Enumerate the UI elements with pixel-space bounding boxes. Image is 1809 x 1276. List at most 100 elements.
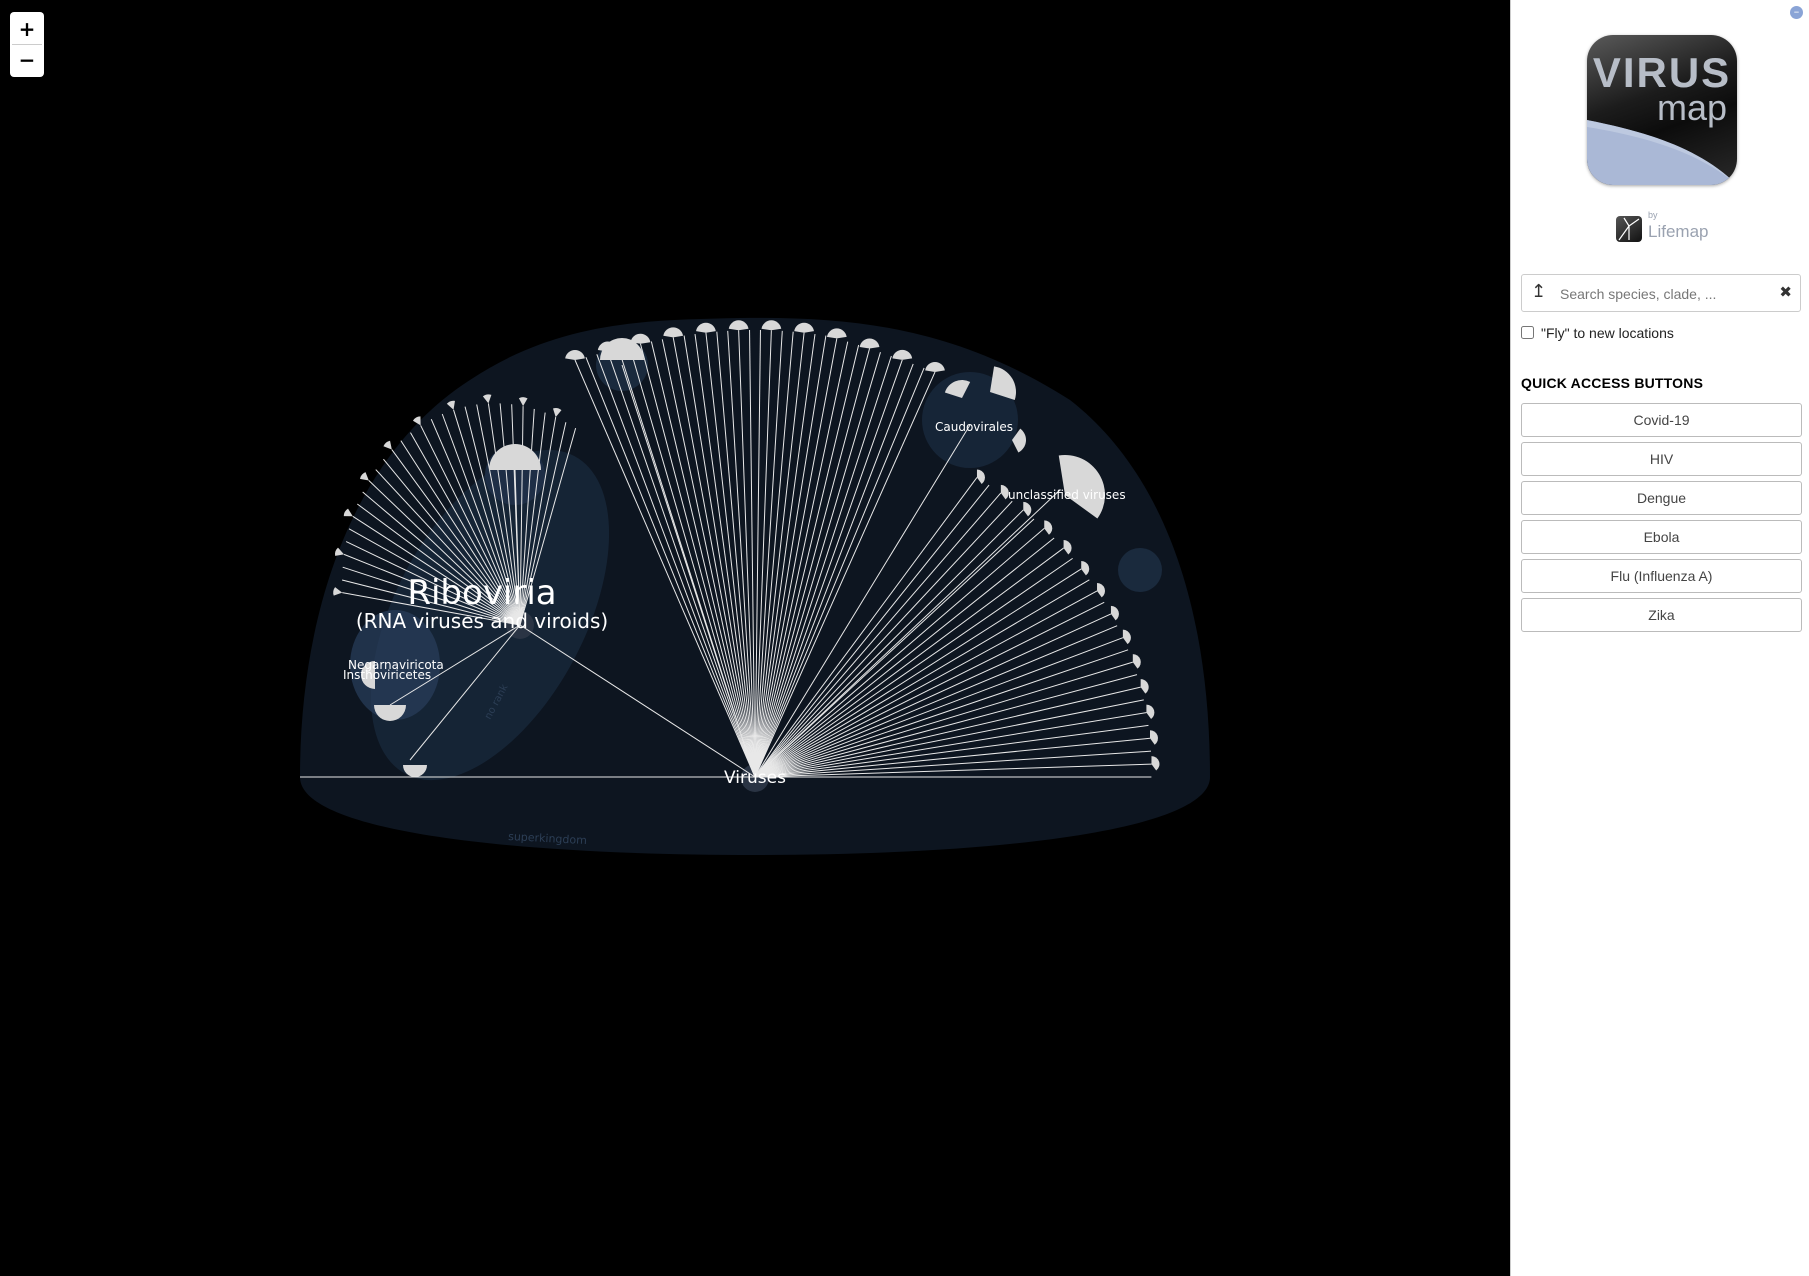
viruses-root-label: Viruses	[724, 768, 786, 788]
tree-branch	[519, 422, 567, 626]
caudovirales-label: Caudovirales	[935, 420, 1013, 434]
tree-branch	[519, 406, 524, 626]
tree-branch	[754, 359, 903, 778]
tree-branch	[754, 344, 860, 778]
tree-branch	[596, 354, 756, 778]
caudovirales-clade-area	[922, 372, 1018, 468]
quick-access-button[interactable]: Flu (Influenza A)	[1521, 559, 1802, 593]
tree-branch	[585, 356, 756, 778]
tree-branch	[476, 404, 521, 626]
quick-access-button[interactable]: Covid-19	[1521, 403, 1802, 437]
tree-branch	[754, 547, 1064, 778]
tree-branch	[754, 424, 971, 778]
tree-branch	[621, 364, 756, 778]
leaf-fan	[359, 472, 369, 481]
tree-branch	[754, 341, 849, 778]
tree-branch	[754, 724, 1149, 778]
tree-branch	[754, 568, 1082, 778]
tree-branch	[650, 341, 756, 778]
tree-branch	[754, 500, 1013, 778]
tree-branch	[754, 750, 1152, 778]
zoom-in-button[interactable]: +	[18, 17, 36, 41]
leaf-fan	[1081, 560, 1090, 576]
tree-branch	[754, 699, 1144, 778]
tree-branch	[749, 330, 756, 778]
search-box: ↥ ✖	[1521, 274, 1801, 312]
tree-branch	[754, 371, 936, 778]
quick-access-button[interactable]: Dengue	[1521, 481, 1802, 515]
tree-branch	[499, 403, 521, 626]
fly-checkbox[interactable]	[1521, 326, 1534, 339]
tree-branch	[441, 413, 521, 626]
tree-branch	[607, 351, 756, 778]
tree-branch	[629, 346, 756, 778]
sidebar: – VIRUS map by Lifemap ↥ ✖ "Fly" to new …	[1510, 0, 1809, 1276]
tree-branch	[754, 367, 925, 778]
leaf-fan	[1023, 501, 1032, 517]
right-clade-area	[1118, 548, 1162, 592]
close-icon[interactable]: ✖	[1779, 283, 1792, 301]
tree-branch	[341, 579, 521, 626]
tree-branch	[738, 330, 756, 778]
leaf-fan	[1097, 582, 1106, 598]
tree-branch	[754, 601, 1105, 778]
tree-branch	[754, 737, 1151, 778]
leaf-fan	[761, 320, 782, 331]
leaf-fan	[412, 416, 421, 426]
search-input[interactable]	[1558, 281, 1772, 307]
up-arrow-icon[interactable]: ↥	[1531, 281, 1547, 302]
leaf-fan	[383, 440, 392, 450]
tree-branch	[345, 541, 521, 626]
leaf-fan	[403, 765, 427, 777]
tree-branch	[754, 686, 1141, 778]
zoom-control: + −	[10, 12, 44, 77]
tree-branch	[409, 624, 521, 761]
leaf-fan	[944, 380, 971, 398]
tree-branch	[754, 355, 892, 778]
tree-branch	[519, 408, 535, 626]
tree-branch	[705, 332, 756, 778]
tree-branch	[754, 484, 990, 778]
tree-branch	[754, 649, 1129, 778]
tree-branch	[391, 449, 521, 626]
minus-circle-icon[interactable]: –	[1790, 6, 1803, 19]
quick-access-button[interactable]: Zika	[1521, 598, 1802, 632]
tree-branch	[348, 528, 521, 626]
zoom-out-button[interactable]: −	[12, 44, 42, 75]
tree-branch	[368, 480, 521, 626]
tree-branch	[672, 337, 756, 778]
lifemap-tree-icon	[1616, 216, 1642, 242]
tree-branch	[383, 458, 521, 626]
tree-branch	[754, 330, 772, 778]
tree-branch	[754, 537, 1055, 778]
leaf-fan	[1150, 730, 1159, 745]
leaf-fan	[335, 547, 345, 556]
tree-branch	[754, 338, 838, 778]
tree-branch	[754, 352, 881, 778]
byline-lifemap-text: Lifemap	[1648, 222, 1709, 241]
tree-branch	[754, 333, 816, 778]
leaf-fan	[374, 705, 406, 721]
tree-branch	[754, 509, 1024, 778]
virusmap-app-logo: VIRUS map	[1587, 35, 1737, 185]
tree-branch	[400, 440, 521, 626]
tree-branch	[519, 427, 577, 626]
logo-text-map: map	[1656, 87, 1727, 128]
quick-access-button[interactable]: HIV	[1521, 442, 1802, 476]
tree-branch	[754, 527, 1045, 778]
leaf-fan	[859, 338, 880, 349]
tree-branch	[754, 477, 978, 778]
quick-access-button[interactable]: Ebola	[1521, 520, 1802, 554]
leaf-fan	[630, 333, 651, 344]
lifemap-byline[interactable]: by Lifemap	[1616, 210, 1736, 242]
leaf-fan	[333, 587, 343, 596]
map-canvas[interactable]: Riboviria (RNA viruses and viroids) Nega…	[0, 0, 1510, 1276]
leaf-fan	[489, 444, 541, 470]
tree-branch	[519, 412, 546, 626]
tree-map[interactable]: Riboviria (RNA viruses and viroids) Nega…	[0, 0, 1510, 1276]
tree-branch	[754, 763, 1152, 778]
leaf-fan	[1140, 679, 1149, 694]
leaf-fan	[553, 408, 562, 418]
tree-branch	[342, 592, 521, 626]
negarnaviricota-label: Negarnaviricota	[348, 658, 444, 672]
